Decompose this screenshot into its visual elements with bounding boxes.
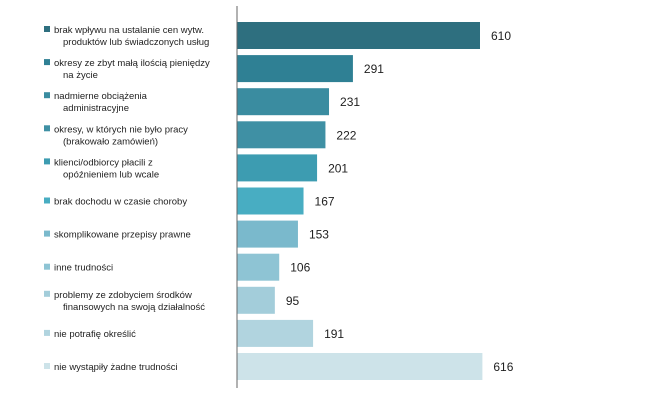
value-label: 616 — [493, 360, 513, 374]
category-marker — [44, 290, 50, 297]
value-label: 167 — [315, 195, 335, 209]
bar — [237, 22, 480, 49]
category-marker — [44, 263, 50, 270]
category-labels: brak wpływu na ustalanie cen wytw. produk… — [44, 25, 210, 373]
category-label: skomplikowane przepisy prawne — [54, 230, 191, 241]
category-marker — [44, 197, 50, 204]
bar — [237, 187, 304, 215]
bar — [237, 220, 298, 248]
category-label: okresy ze zbyt małą ilością pieniędzy na … — [54, 58, 210, 81]
value-label: 191 — [324, 327, 344, 341]
bars — [237, 22, 483, 380]
category-label: nie potrafię określić — [54, 329, 136, 340]
value-label: 106 — [290, 261, 310, 275]
value-label: 201 — [328, 161, 348, 175]
category-label: klienci/odbiorcy płacili z opóźnieniem lu… — [54, 157, 159, 180]
bar — [237, 286, 275, 314]
category-label: inne trudności — [54, 263, 113, 274]
category-marker — [44, 230, 50, 237]
bar — [237, 353, 483, 380]
value-labels: 610 291 231 222 201 167 153 106 95 191 616 — [286, 29, 514, 374]
category-marker — [44, 59, 50, 66]
value-label: 153 — [309, 228, 329, 242]
bar — [237, 55, 353, 83]
category-marker — [44, 125, 50, 132]
category-label: problemy ze zdobyciem środków finansowych… — [54, 290, 205, 313]
category-marker — [44, 92, 50, 99]
value-label: 222 — [336, 128, 356, 142]
category-marker — [44, 363, 50, 369]
category-label: brak dochodu w czasie choroby — [54, 197, 187, 208]
category-label: nadmierne obciążenia administracyjne — [54, 91, 148, 114]
bar — [237, 88, 330, 116]
category-marker — [44, 158, 50, 165]
value-label: 231 — [340, 95, 360, 109]
category-label: brak wpływu na ustalanie cen wytw. produk… — [54, 25, 209, 48]
value-label: 95 — [286, 294, 300, 308]
category-marker — [44, 329, 50, 336]
value-label: 610 — [491, 29, 511, 43]
category-label: okresy, w których nie było pracy (brakowa… — [54, 124, 188, 147]
category-marker — [44, 26, 50, 32]
value-label: 291 — [364, 62, 384, 76]
bar — [237, 319, 314, 347]
bar — [237, 253, 280, 281]
bar — [237, 154, 318, 182]
category-label: nie wystąpiły żadne trudności — [54, 362, 178, 373]
bar — [237, 121, 326, 149]
